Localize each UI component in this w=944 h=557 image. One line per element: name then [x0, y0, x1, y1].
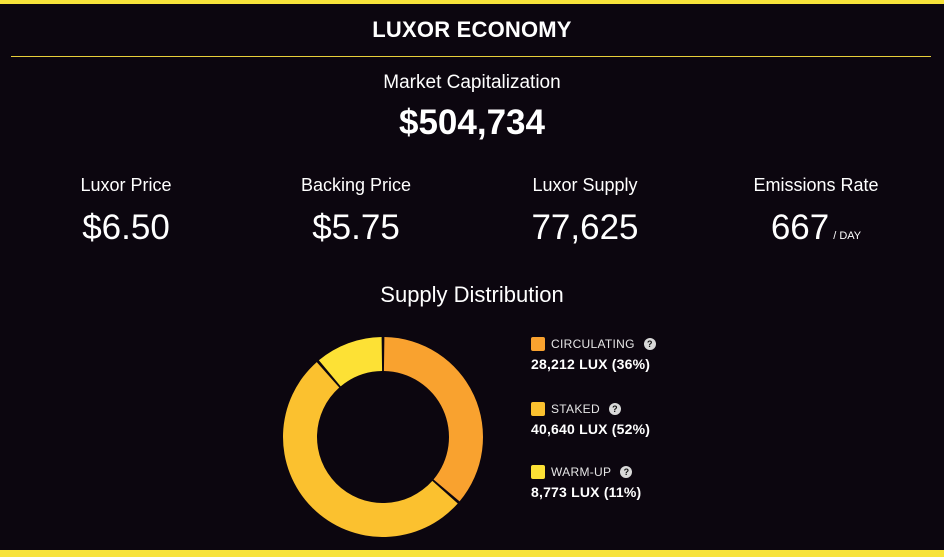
warm-up-label: WARM-UP	[551, 465, 612, 479]
emissions-rate-label: Emissions Rate	[753, 175, 879, 195]
circulating-label: CIRCULATING	[551, 337, 635, 351]
backing-price-value: $5.75	[312, 208, 400, 247]
warm-up-value: 8,773 LUX (11%)	[531, 484, 642, 500]
top-accent-border	[0, 0, 944, 4]
market-cap-value: $504,734	[399, 103, 545, 142]
stat-backing-price: Backing Price $5.75	[236, 175, 476, 248]
help-icon[interactable]: ?	[643, 338, 656, 350]
stat-luxor-supply: Luxor Supply 77,625	[465, 175, 705, 248]
staked-label: STAKED	[551, 402, 600, 416]
emissions-rate-unit: / DAY	[833, 230, 862, 242]
emissions-rate-value: 667	[770, 208, 830, 247]
title-divider	[11, 56, 931, 57]
warm-up-swatch	[531, 465, 545, 479]
staked-value: 40,640 LUX (52%)	[531, 421, 651, 437]
help-icon[interactable]: ?	[620, 466, 633, 478]
donut-slice-circulating[interactable]	[383, 337, 483, 502]
luxor-price-value: $6.50	[82, 208, 170, 247]
supply-distribution-title: Supply Distribution	[380, 282, 564, 307]
donut-slice-warm-up[interactable]	[318, 337, 383, 387]
help-icon[interactable]: ?	[608, 403, 621, 415]
backing-price-label: Backing Price	[300, 175, 412, 195]
stat-emissions-rate: Emissions Rate 667/ DAY	[696, 175, 936, 248]
donut-slice-staked[interactable]	[282, 362, 458, 538]
stat-luxor-price: Luxor Price $6.50	[6, 175, 246, 248]
legend-item-circulating: CIRCULATING ? 28,212 LUX (36%)	[531, 335, 656, 372]
luxor-supply-value: 77,625	[531, 208, 639, 247]
circulating-swatch	[531, 337, 545, 351]
page-title: LUXOR ECONOMY	[372, 17, 572, 42]
circulating-value: 28,212 LUX (36%)	[531, 356, 651, 372]
legend-item-staked: STAKED ? 40,640 LUX (52%)	[531, 400, 650, 437]
bottom-accent-border	[0, 550, 944, 557]
luxor-supply-label: Luxor Supply	[532, 175, 638, 195]
luxor-price-label: Luxor Price	[80, 175, 172, 195]
staked-swatch	[531, 402, 545, 416]
legend-item-warm-up: WARM-UP ? 8,773 LUX (11%)	[531, 463, 641, 500]
emissions-rate-display: 667/ DAY	[696, 208, 936, 248]
market-cap-label: Market Capitalization	[383, 72, 561, 93]
supply-distribution-donut	[282, 337, 483, 538]
